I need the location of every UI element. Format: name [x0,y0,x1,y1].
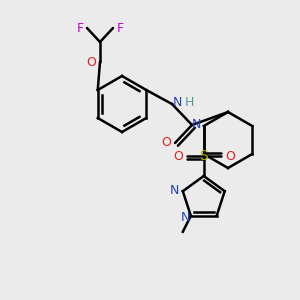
Text: N: N [181,211,190,224]
Text: N: N [192,118,201,131]
Text: O: O [161,136,171,149]
Text: H: H [184,97,194,110]
Text: N: N [170,184,179,197]
Text: F: F [76,22,84,34]
Text: O: O [225,149,235,163]
Text: S: S [200,149,208,163]
Text: O: O [173,149,183,163]
Text: O: O [86,56,96,68]
Text: N: N [172,97,182,110]
Text: F: F [116,22,124,34]
